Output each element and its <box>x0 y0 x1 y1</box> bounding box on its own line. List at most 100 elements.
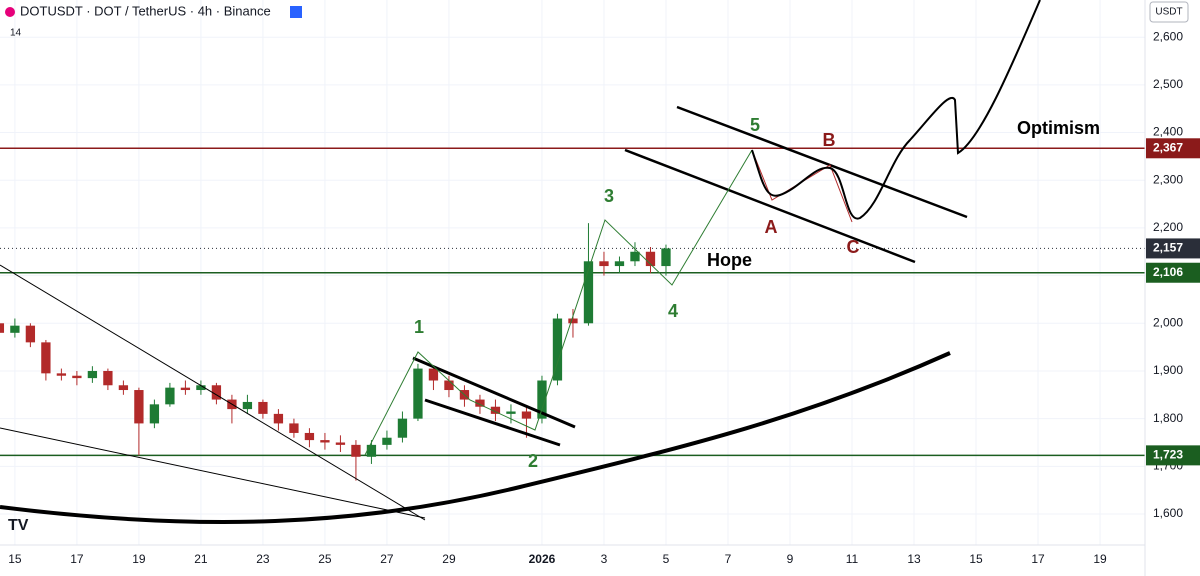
drawings <box>0 0 1041 524</box>
wave-label: 3 <box>604 186 614 206</box>
candle-body <box>382 437 392 445</box>
candle-body <box>661 248 671 267</box>
annotation: Hope <box>707 250 752 270</box>
candle-body <box>10 325 20 333</box>
price-tag-label: 2,157 <box>1153 241 1183 255</box>
x-tick-label: 29 <box>442 552 456 566</box>
annotation: Optimism <box>1017 118 1100 138</box>
price-tag <box>1146 138 1200 159</box>
wave-label: 2 <box>528 451 538 471</box>
candle-body <box>25 325 36 343</box>
candle-body <box>552 318 563 381</box>
candle-body <box>335 442 346 445</box>
x-tick-label: 19 <box>132 552 146 566</box>
x-tick-label: 13 <box>907 552 921 566</box>
candle-body <box>645 251 656 267</box>
price-axis <box>1145 0 1200 576</box>
symbol-icon <box>5 7 15 17</box>
price-tag <box>1146 445 1200 466</box>
candle-body <box>72 375 82 379</box>
candle-body <box>537 380 547 419</box>
trendline <box>0 264 426 521</box>
flag-icon <box>290 6 302 18</box>
candle-body <box>506 411 516 414</box>
flag-line <box>424 398 561 447</box>
candle-body <box>165 387 175 405</box>
y-tick-label: 1,900 <box>1153 363 1183 377</box>
x-tick-label: 17 <box>70 552 84 566</box>
x-tick-label: 15 <box>8 552 22 566</box>
candle-body <box>614 261 625 267</box>
wave-label: C <box>847 237 860 257</box>
x-tick-label: 5 <box>663 552 670 566</box>
candle-body <box>568 318 578 324</box>
chart-title: DOTUSDT · DOT / TetherUS · 4h · Binance <box>20 3 271 18</box>
currency: USDT <box>1155 7 1182 18</box>
x-tick-label: 7 <box>725 552 732 566</box>
x-tick-label: 21 <box>194 552 208 566</box>
x-tick-label: 25 <box>318 552 332 566</box>
curve <box>0 351 951 524</box>
wave-labels: 1 2 3 4 5 A B C Hope Optimism <box>414 115 1100 471</box>
levels <box>0 147 1145 457</box>
channel-line <box>624 148 916 264</box>
wave-label: 1 <box>414 317 424 337</box>
candle-body <box>521 411 532 419</box>
candle-body <box>351 444 361 457</box>
x-tick-label: 19 <box>1093 552 1107 566</box>
x-tick-label: 9 <box>787 552 794 566</box>
candle-body <box>149 404 160 424</box>
x-tick-label: 27 <box>380 552 394 566</box>
y-tick-label: 2,300 <box>1153 172 1183 186</box>
wave-label: 5 <box>750 115 760 135</box>
y-tick-label: 2,000 <box>1153 315 1183 329</box>
y-tick-label: 2,600 <box>1153 29 1183 43</box>
x-tick-label: 15 <box>969 552 983 566</box>
price-tag-label: 2,106 <box>1153 265 1183 279</box>
candle-body <box>397 418 408 438</box>
candle-body <box>304 432 315 441</box>
x-tick-label: 23 <box>256 552 270 566</box>
channel-line <box>676 105 968 219</box>
candle-body <box>475 399 485 407</box>
y-tick-label: 2,200 <box>1153 220 1183 234</box>
y-tick-label: 1,800 <box>1153 411 1183 425</box>
candle-body <box>320 440 330 443</box>
axes: 1,6001,7001,8001,9002,0002,1002,2002,300… <box>8 29 1200 566</box>
candle-body <box>599 261 609 267</box>
currency-box[interactable] <box>1149 1 1189 23</box>
candle-body <box>490 406 501 414</box>
price-tag-label: 2,367 <box>1153 140 1183 154</box>
flag-line <box>412 356 576 429</box>
y-tick-label: 2,500 <box>1153 77 1183 91</box>
wave-label: 4 <box>668 301 678 321</box>
candle-body <box>103 370 113 386</box>
y-tick-label: 1,600 <box>1153 506 1183 520</box>
candle-body <box>196 385 206 391</box>
price-tag-label: 1,723 <box>1153 448 1183 462</box>
x-tick-label: 2026 <box>529 552 556 566</box>
candle-body <box>428 368 439 381</box>
x-tick-label: 11 <box>846 552 859 566</box>
projection-path <box>751 0 1041 220</box>
candle-body <box>258 401 268 414</box>
candle-body <box>273 413 284 424</box>
wave-path <box>364 149 753 456</box>
candle-body <box>444 380 454 391</box>
candle-body <box>630 251 640 262</box>
candle-body <box>242 401 253 410</box>
price-tag <box>1146 262 1200 283</box>
candle-body <box>366 444 377 457</box>
price-tag <box>1146 238 1200 259</box>
candle-body <box>118 385 129 391</box>
x-tick-label: 17 <box>1031 552 1045 566</box>
candle-body <box>41 342 51 374</box>
candle-body <box>413 368 423 419</box>
candle-body <box>56 373 67 376</box>
wave-label: B <box>823 130 836 150</box>
wave-label: A <box>765 217 778 237</box>
y-tick-label: 2,400 <box>1153 125 1183 139</box>
candle-body <box>289 423 299 433</box>
